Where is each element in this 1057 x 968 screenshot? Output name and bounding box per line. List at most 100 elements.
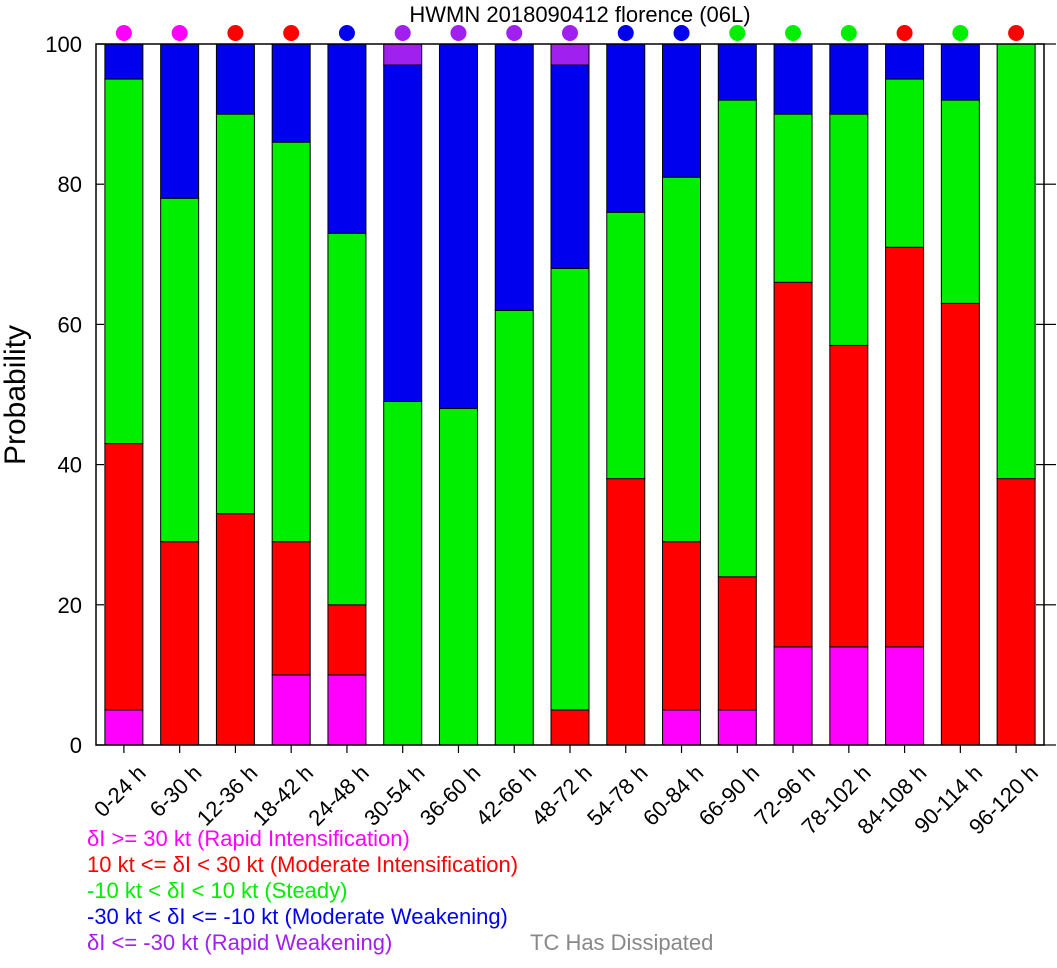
- y-axis-ticks: 0 20 40 60 80 100: [45, 32, 1056, 758]
- bar-segment-mw-90-114h: [940, 43, 980, 101]
- bar-segment-st-30-54h: [383, 401, 423, 746]
- bar-segment-ri-18-42h: [271, 674, 311, 746]
- legend-item-moderate-intensification: 10 kt <= δI < 30 kt (Moderate Intensific…: [87, 852, 519, 877]
- bar-segment-mi-84-108h: [885, 246, 925, 648]
- legend-item-rapid-weakening: δI <= -30 kt (Rapid Weakening): [87, 930, 393, 955]
- bar-segment-mi-96-120h: [996, 478, 1036, 746]
- top-marker-18-42h: [283, 25, 300, 41]
- top-marker-12-36h: [227, 25, 244, 41]
- bar-segment-mi-66-90h: [717, 576, 757, 711]
- bar-segment-mi-60-84h: [662, 541, 702, 711]
- bar-segment-ri-60-84h: [662, 709, 702, 746]
- chart-title: HWMN 2018090412 florence (06L): [409, 2, 750, 27]
- bar-segment-rw-30-54h: [383, 43, 423, 66]
- bar-segment-mw-72-96h: [773, 43, 813, 115]
- top-marker-72-96h: [785, 25, 802, 41]
- y-tick-label: 20: [58, 593, 82, 618]
- bar-segment-mw-18-42h: [271, 43, 311, 143]
- bar-segment-mi-0-24h: [104, 443, 144, 711]
- legend-item-steady: -10 kt < δI < 10 kt (Steady): [87, 878, 348, 903]
- x-tick-label: 12-36 h: [192, 760, 262, 830]
- top-marker-24-48h: [338, 25, 355, 41]
- bar-segment-st-42-66h: [494, 309, 534, 746]
- bar-segment-st-60-84h: [662, 176, 702, 543]
- top-marker-84-108h: [896, 25, 913, 41]
- y-tick-label: 80: [58, 172, 82, 197]
- bar-segment-st-6-30h: [160, 197, 200, 543]
- bar-segment-mi-48-72h: [550, 709, 590, 746]
- bar-segment-mw-0-24h: [104, 43, 144, 80]
- bar-segment-mi-18-42h: [271, 541, 311, 676]
- top-marker-30-54h: [394, 25, 411, 41]
- top-marker-90-114h: [952, 25, 969, 41]
- x-tick-label: 66-90 h: [694, 760, 764, 830]
- bar-segment-mi-24-48h: [327, 604, 367, 676]
- bar-segment-mi-12-36h: [215, 513, 255, 746]
- bar-segment-st-48-72h: [550, 267, 590, 711]
- bar-segment-mw-6-30h: [160, 43, 200, 199]
- bar-segment-st-84-108h: [885, 78, 925, 248]
- x-tick-label: 0-24 h: [89, 760, 151, 822]
- bar-segment-mi-54-78h: [606, 478, 646, 746]
- bar-segment-st-18-42h: [271, 141, 311, 543]
- top-marker-42-66h: [506, 25, 523, 41]
- x-tick-label: 48-72 h: [526, 760, 596, 830]
- bar-segment-st-0-24h: [104, 78, 144, 445]
- bars-layer: [104, 43, 1036, 746]
- top-marker-66-90h: [729, 25, 746, 41]
- bar-segment-st-12-36h: [215, 113, 255, 515]
- bar-segment-mw-66-90h: [717, 43, 757, 101]
- bar-segment-mi-72-96h: [773, 281, 813, 648]
- x-tick-label: 18-42 h: [248, 760, 318, 830]
- legend-item-moderate-weakening: -30 kt < δI <= -10 kt (Moderate Weakenin…: [87, 904, 508, 929]
- top-marker-6-30h: [171, 25, 188, 41]
- top-marker-36-60h: [450, 25, 467, 41]
- bar-segment-st-96-120h: [996, 43, 1036, 480]
- bar-segment-mw-24-48h: [327, 43, 367, 234]
- bar-segment-mw-42-66h: [494, 43, 534, 311]
- bar-segment-mw-30-54h: [383, 64, 423, 403]
- bar-segment-mw-12-36h: [215, 43, 255, 115]
- bar-segment-ri-66-90h: [717, 709, 757, 746]
- bar-segment-ri-78-102h: [829, 646, 869, 746]
- legend-item-dissipated: TC Has Dissipated: [530, 930, 714, 955]
- bar-segment-mw-36-60h: [438, 43, 478, 410]
- bar-segment-mi-90-114h: [940, 302, 980, 746]
- bar-segment-ri-24-48h: [327, 674, 367, 746]
- x-tick-label: 42-66 h: [471, 760, 541, 830]
- top-marker-96-120h: [1008, 25, 1025, 41]
- bar-segment-st-36-60h: [438, 408, 478, 746]
- bar-segment-mi-6-30h: [160, 541, 200, 746]
- legend-item-rapid-intensification: δI >= 30 kt (Rapid Intensification): [87, 826, 410, 851]
- x-tick-label: 24-48 h: [303, 760, 373, 830]
- bar-segment-ri-84-108h: [885, 646, 925, 746]
- bar-segment-mi-78-102h: [829, 344, 869, 648]
- y-tick-label: 60: [58, 312, 82, 337]
- x-tick-label: 30-54 h: [359, 760, 429, 830]
- x-tick-label: 60-84 h: [638, 760, 708, 830]
- y-axis-label: Probability: [0, 325, 32, 465]
- bar-segment-rw-48-72h: [550, 43, 590, 66]
- bar-segment-st-90-114h: [940, 99, 980, 304]
- top-marker-0-24h: [115, 25, 132, 41]
- bar-segment-st-78-102h: [829, 113, 869, 346]
- bar-segment-mw-84-108h: [885, 43, 925, 80]
- bar-segment-mw-48-72h: [550, 64, 590, 269]
- top-marker-54-78h: [617, 25, 634, 41]
- bar-segment-st-24-48h: [327, 232, 367, 606]
- y-tick-label: 40: [58, 453, 82, 478]
- bar-segment-st-54-78h: [606, 211, 646, 480]
- bar-segment-mw-60-84h: [662, 43, 702, 178]
- bar-segment-mw-78-102h: [829, 43, 869, 115]
- top-markers-layer: [115, 25, 1025, 41]
- bar-segment-st-66-90h: [717, 99, 757, 578]
- top-marker-48-72h: [562, 25, 578, 41]
- legend: δI >= 30 kt (Rapid Intensification) 10 k…: [87, 826, 518, 956]
- bar-segment-st-72-96h: [773, 113, 813, 283]
- bar-segment-ri-0-24h: [104, 709, 144, 746]
- top-marker-78-102h: [840, 25, 857, 41]
- top-marker-60-84h: [673, 25, 690, 41]
- y-tick-label: 100: [45, 32, 82, 57]
- y-tick-label: 0: [70, 733, 82, 758]
